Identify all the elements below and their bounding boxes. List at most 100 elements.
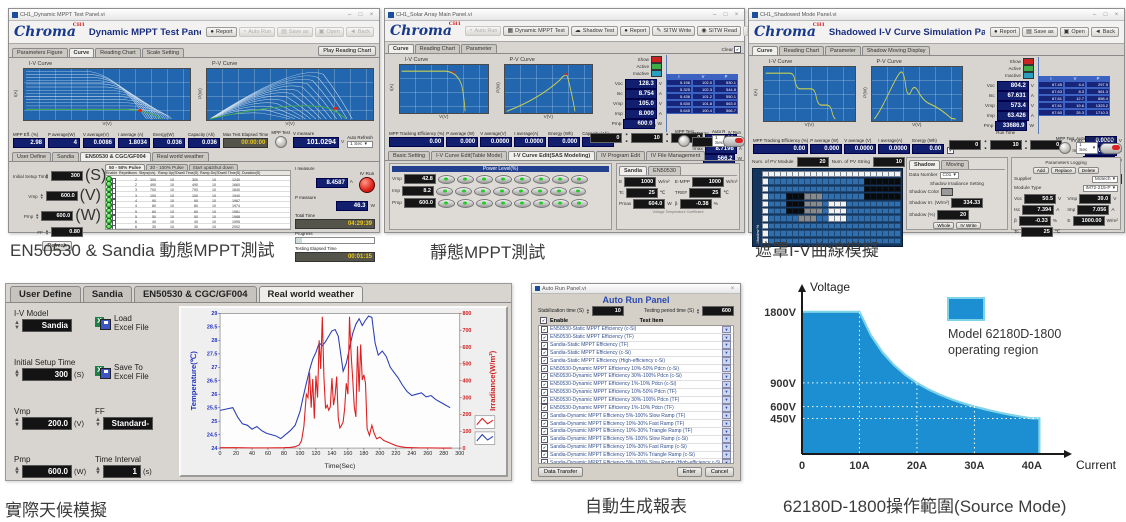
replace-button[interactable]: Replace bbox=[1051, 167, 1076, 174]
test-item-row[interactable]: ✔ Sandia-Dynamic MPPT Efficiency 10%-30% … bbox=[539, 427, 733, 436]
table-row[interactable]: 6 40 10 40 10 1995 bbox=[106, 218, 290, 226]
shadow-cell[interactable] bbox=[894, 171, 901, 178]
chevron-down-icon[interactable]: ▼ bbox=[722, 435, 731, 443]
enable-all-checkbox[interactable]: ✔ bbox=[540, 317, 547, 324]
tab-reading-chart[interactable]: Reading Chart bbox=[778, 46, 825, 55]
power-led-button[interactable] bbox=[493, 186, 510, 196]
row-checkbox[interactable] bbox=[111, 182, 116, 189]
table-row[interactable]: 5 60 10 60 10 1981 bbox=[106, 207, 290, 216]
minimize-icon[interactable]: – bbox=[1092, 11, 1097, 18]
item-checkbox[interactable]: ✔ bbox=[541, 435, 548, 443]
tab-50-50-pulse[interactable]: 50 - 50% Pulse bbox=[105, 164, 145, 170]
item-checkbox[interactable]: ✔ bbox=[541, 349, 548, 357]
maximize-icon[interactable]: □ bbox=[723, 11, 728, 18]
iv-run-button[interactable] bbox=[359, 177, 375, 193]
close-icon[interactable]: × bbox=[730, 285, 735, 292]
chevron-down-icon[interactable]: ▼ bbox=[722, 364, 731, 373]
row-checkbox[interactable] bbox=[111, 177, 116, 184]
data-transfer-button[interactable]: Data Transfer bbox=[538, 467, 584, 477]
shadow-test-button[interactable]: ☁ Shadow Test bbox=[570, 26, 619, 36]
titlebar[interactable]: Auto Run Panel.vi × bbox=[532, 284, 740, 294]
test-item-row[interactable]: ✔ EN50530-Static MPPT Efficiency (c-Si) ▼ bbox=[539, 326, 733, 334]
report-button[interactable]: ● Report bbox=[989, 27, 1021, 37]
test-item-row[interactable]: ✔ EN50530-Dynamic MPPT Efficiency 1%-10% … bbox=[539, 380, 733, 389]
shadow-cell[interactable] bbox=[894, 193, 901, 200]
row-checkbox[interactable] bbox=[111, 198, 116, 205]
mpp-test-button[interactable] bbox=[678, 135, 691, 147]
tab-parameters-figure[interactable]: Parameters Figure bbox=[12, 48, 68, 57]
iv-run-toggle[interactable] bbox=[1099, 143, 1122, 154]
tab-en50530[interactable]: EN50530 bbox=[648, 166, 681, 175]
power-led-button[interactable] bbox=[570, 174, 588, 184]
tab-curve[interactable]: Curve bbox=[752, 46, 778, 55]
chevron-down-icon[interactable]: ▼ bbox=[722, 443, 731, 451]
tab-sandia[interactable]: Sandia bbox=[52, 152, 80, 161]
test-item-row[interactable]: ✔ EN50530-Dynamic MPPT Efficiency 10%-50%… bbox=[539, 364, 733, 374]
power-led-button[interactable] bbox=[455, 186, 472, 196]
shadow-cell[interactable] bbox=[894, 185, 901, 193]
maximize-icon[interactable]: □ bbox=[358, 11, 363, 18]
stepper-icon[interactable]: ▲ ▼ bbox=[14, 417, 20, 429]
shadow-cell[interactable] bbox=[894, 237, 901, 244]
tab-reading-chart[interactable]: Reading Chart bbox=[95, 48, 141, 57]
item-checkbox[interactable]: ✔ bbox=[541, 357, 548, 365]
test-item-row[interactable]: ✔ Sandia-Static MPPT Efficiency (High-eff… bbox=[539, 357, 733, 366]
test-item-row[interactable]: ✔ EN50530-Dynamic MPPT Efficiency 10%-50%… bbox=[539, 388, 733, 397]
power-led-button[interactable] bbox=[569, 186, 586, 196]
tab-reading-chart[interactable]: Reading Chart bbox=[414, 44, 461, 53]
chevron-down-icon[interactable]: ▼ bbox=[722, 459, 731, 463]
table-row[interactable]: 6 30 10 30 10 2002 bbox=[106, 223, 290, 229]
test-item-row[interactable]: ✔ Sandia-Dynamic MPPT Efficiency 5%-100% … bbox=[539, 411, 733, 421]
legend-swatch[interactable] bbox=[651, 56, 662, 63]
tab-sandia[interactable]: Sandia bbox=[82, 286, 132, 302]
tab-en50530-cgc-gf004[interactable]: EN50530 & CGC/GF004 bbox=[80, 152, 151, 161]
legend-swatch[interactable] bbox=[1023, 65, 1034, 72]
chevron-down-icon[interactable]: ▼ bbox=[722, 419, 731, 428]
item-checkbox[interactable]: ✔ bbox=[541, 341, 548, 349]
stepper-icon[interactable]: ▲ ▼ bbox=[585, 306, 590, 315]
report-button[interactable]: ● Report bbox=[206, 27, 237, 37]
sitw-write-button[interactable]: ✎ SITW Write bbox=[652, 26, 696, 36]
refresh-button[interactable]: Refresh bbox=[42, 241, 72, 251]
enter-button[interactable]: Enter bbox=[676, 467, 702, 477]
item-checkbox[interactable]: ✔ bbox=[541, 443, 548, 451]
stepper-icon[interactable]: ▲ ▼ bbox=[95, 465, 101, 477]
row-checkbox[interactable] bbox=[111, 225, 116, 229]
chevron-down-icon[interactable]: ▼ bbox=[722, 411, 731, 420]
item-checkbox[interactable]: ✔ bbox=[541, 388, 548, 396]
power-led-button[interactable] bbox=[456, 174, 474, 184]
power-led-button[interactable] bbox=[513, 198, 531, 208]
test-item-row[interactable]: ✔ Sandia-Static MPPT Efficiency (c-Si) ▼ bbox=[539, 349, 733, 358]
open-button[interactable]: ▣Open bbox=[314, 27, 344, 37]
maximize-icon[interactable]: □ bbox=[1103, 11, 1108, 18]
chevron-down-icon[interactable]: ▼ bbox=[722, 333, 731, 342]
item-checkbox[interactable]: ✔ bbox=[541, 326, 548, 333]
open-button[interactable]: ▣Open bbox=[1059, 27, 1089, 37]
legend-swatch[interactable] bbox=[1023, 58, 1034, 65]
power-led-button[interactable] bbox=[474, 186, 491, 196]
chevron-down-icon[interactable]: ▼ bbox=[722, 451, 731, 459]
table-row[interactable]: 4 80 10 80 10 1974 bbox=[106, 202, 290, 210]
tab-30-100-pulse[interactable]: 30 - 100% Pulse bbox=[145, 164, 188, 170]
auto-refresh-select[interactable]: 1 Sec▾ bbox=[1076, 142, 1099, 154]
power-led-button[interactable] bbox=[532, 174, 550, 184]
tab-start-up-shut-down[interactable]: Start up&Shut down bbox=[188, 164, 238, 170]
power-led-button[interactable] bbox=[531, 186, 548, 196]
chevron-down-icon[interactable]: ▼ bbox=[722, 396, 731, 404]
power-led-button[interactable] bbox=[437, 198, 455, 208]
table-row[interactable]: 4 90 10 90 10 1967 bbox=[106, 197, 290, 205]
close-icon[interactable]: × bbox=[734, 11, 739, 18]
chevron-down-icon[interactable]: ▼ bbox=[722, 326, 731, 334]
shadow-cell[interactable] bbox=[894, 215, 901, 222]
stepper-icon[interactable]: ▲ ▼ bbox=[45, 227, 49, 236]
chevron-down-icon[interactable]: ▼ bbox=[722, 388, 731, 396]
chevron-down-icon[interactable]: ▼ bbox=[722, 349, 731, 357]
item-checkbox[interactable]: ✔ bbox=[541, 365, 548, 373]
iv-run-toggle[interactable] bbox=[723, 136, 746, 147]
tab-user-define[interactable]: User Define bbox=[12, 152, 52, 161]
legend-swatch[interactable] bbox=[651, 70, 662, 77]
play-reading-chart-button[interactable]: Play Reading Chart bbox=[318, 46, 376, 56]
report-button[interactable]: ● Report bbox=[620, 26, 651, 36]
item-checkbox[interactable]: ✔ bbox=[541, 380, 548, 388]
